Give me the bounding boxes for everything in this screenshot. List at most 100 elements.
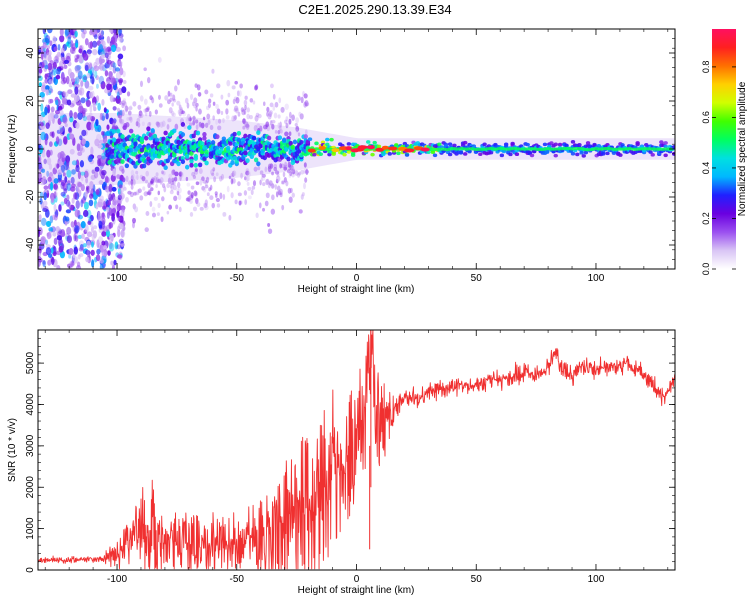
- spectrogram-band-cell: [116, 128, 121, 134]
- spectrogram-scatter-cell: [178, 171, 183, 177]
- spectrogram-scatter-cell: [195, 106, 198, 112]
- spectrogram-band-cell: [600, 152, 606, 156]
- spectrogram-noise-cell: [108, 70, 113, 77]
- spectrogram-scatter-cell: [204, 180, 208, 187]
- spectrogram-scatter-cell: [146, 106, 150, 111]
- spectrogram-noise-cell: [111, 186, 117, 192]
- spectrogram-scatter-cell: [264, 166, 268, 173]
- spectrogram-scatter-cell: [181, 171, 184, 178]
- spectrogram-noise-cell: [59, 35, 65, 43]
- spectrogram-scatter-cell: [276, 185, 281, 192]
- spectrogram-scatter-cell: [117, 114, 121, 118]
- spectrogram-scatter-cell: [130, 184, 134, 190]
- spectrogram-noise-cell: [80, 220, 86, 229]
- spectrogram-noise-cell: [90, 174, 96, 180]
- spectrogram-band-cell: [312, 152, 317, 157]
- spectrogram-scatter-cell: [174, 123, 179, 130]
- spectrogram-noise-cell: [68, 254, 72, 259]
- spectrogram-noise-cell: [86, 72, 91, 79]
- spectrogram-scatter-cell: [215, 172, 219, 177]
- spectrogram-noise-cell: [57, 90, 63, 96]
- spectrogram-scatter-cell: [188, 117, 192, 122]
- spectrogram-scatter-cell: [147, 189, 152, 196]
- spectrogram-noise-cell: [49, 98, 54, 104]
- spectrogram-scatter-cell: [233, 105, 239, 112]
- spectrogram-noise-cell: [64, 216, 70, 222]
- spectrogram-scatter-cell: [275, 191, 279, 198]
- spectrogram-noise-cell: [102, 225, 107, 232]
- spectrogram-band-cell: [266, 135, 272, 141]
- spectrogram-scatter-cell: [240, 172, 243, 179]
- spectrogram-noise-cell: [43, 185, 49, 190]
- spectrogram-noise-cell: [79, 147, 85, 153]
- spectrogram-scatter-cell: [235, 97, 240, 104]
- spectrogram-noise-cell: [38, 135, 42, 145]
- spectrogram-noise-cell: [74, 225, 80, 234]
- spectrogram-noise-cell: [52, 61, 57, 70]
- spectrogram-noise-cell: [101, 169, 107, 176]
- spectrogram-noise-cell: [73, 94, 80, 103]
- spectrogram-noise-cell: [106, 191, 111, 199]
- spectrogram-noise-cell: [64, 176, 68, 184]
- spectrogram-noise-cell: [40, 103, 44, 112]
- spectrogram-band-cell: [107, 160, 112, 165]
- spectrogram-scatter-cell: [194, 168, 198, 172]
- spectrogram-noise-cell: [95, 203, 99, 210]
- spectrogram-noise-cell: [80, 171, 86, 176]
- spectrogram-band-cell: [325, 142, 330, 147]
- spectrogram-noise-cell: [92, 48, 98, 56]
- snr-y-tick-label: 4000: [25, 393, 36, 416]
- spectrogram-noise-cell: [40, 217, 47, 226]
- spectrogram-noise-cell: [78, 48, 83, 54]
- spectrogram-scatter-cell: [297, 132, 301, 137]
- spectrogram-noise-cell: [64, 123, 68, 128]
- spectrogram-peak-cell: [307, 148, 316, 153]
- spectrogram-scatter-cell: [136, 189, 140, 195]
- spectrogram-scatter-cell: [131, 174, 136, 181]
- colorbar-gradient: [712, 29, 736, 269]
- spectrogram-scatter-cell: [180, 107, 183, 111]
- spectrogram-x-ticks: -100 -50 0 50 100: [44, 29, 669, 284]
- spectrogram-noise-cell: [112, 196, 118, 202]
- spectrogram-scatter-cell: [262, 182, 266, 187]
- spectrogram-scatter-cell: [139, 95, 144, 102]
- spectrogram-scatter-cell: [256, 123, 261, 128]
- spectrogram-scatter-cell: [243, 99, 248, 106]
- spectrogram-scatter-cell: [274, 170, 280, 175]
- spectrogram-noise-cell: [53, 178, 59, 184]
- spectrogram-scatter-cell: [147, 77, 151, 84]
- spectrogram-noise-cell: [66, 263, 73, 269]
- spectrogram-scatter-cell: [291, 114, 295, 121]
- spectrogram-scatter-cell: [303, 101, 307, 108]
- spectrogram-band-cell: [564, 143, 569, 148]
- spectrogram-scatter-cell: [286, 169, 291, 174]
- spectrogram-band-cell: [230, 160, 235, 166]
- spectrogram-scatter-cell: [134, 206, 139, 213]
- spectrogram-noise-cell: [96, 239, 100, 249]
- spectrogram-noise-cell: [106, 36, 111, 44]
- spectrogram-band-cell: [236, 137, 242, 143]
- spectrogram-band-cell: [432, 153, 438, 158]
- spectrogram-noise-cell: [73, 77, 78, 85]
- spectrogram-noise-cell: [91, 241, 94, 248]
- spectrogram-noise-cell: [82, 209, 89, 218]
- spectrogram-noise-cell: [61, 126, 65, 135]
- spectrogram-noise-cell: [117, 194, 123, 201]
- spectrogram-noise-cell: [111, 264, 116, 269]
- spectrogram-noise-cell: [108, 238, 112, 247]
- spectrogram-band-cell: [303, 134, 308, 139]
- spectrogram-noise-cell: [73, 256, 78, 264]
- spectrogram-scatter-cell: [231, 85, 236, 90]
- spectrogram-noise-cell: [63, 64, 68, 70]
- spectrogram-noise-cell: [41, 168, 46, 173]
- spectrogram-noise-cell: [64, 29, 70, 36]
- spectrogram-noise-cell: [45, 188, 50, 194]
- spectrogram-noise-cell: [55, 225, 60, 232]
- spectrogram-noise-cell: [75, 165, 80, 173]
- spectrogram-band-cell: [447, 152, 453, 157]
- spectrogram-noise-cell: [94, 138, 100, 147]
- spectrogram-noise-cell: [100, 58, 105, 64]
- spectrogram-noise-cell: [99, 259, 104, 264]
- spectrogram-noise-cell: [56, 163, 60, 169]
- spectrogram-band-cell: [542, 142, 548, 147]
